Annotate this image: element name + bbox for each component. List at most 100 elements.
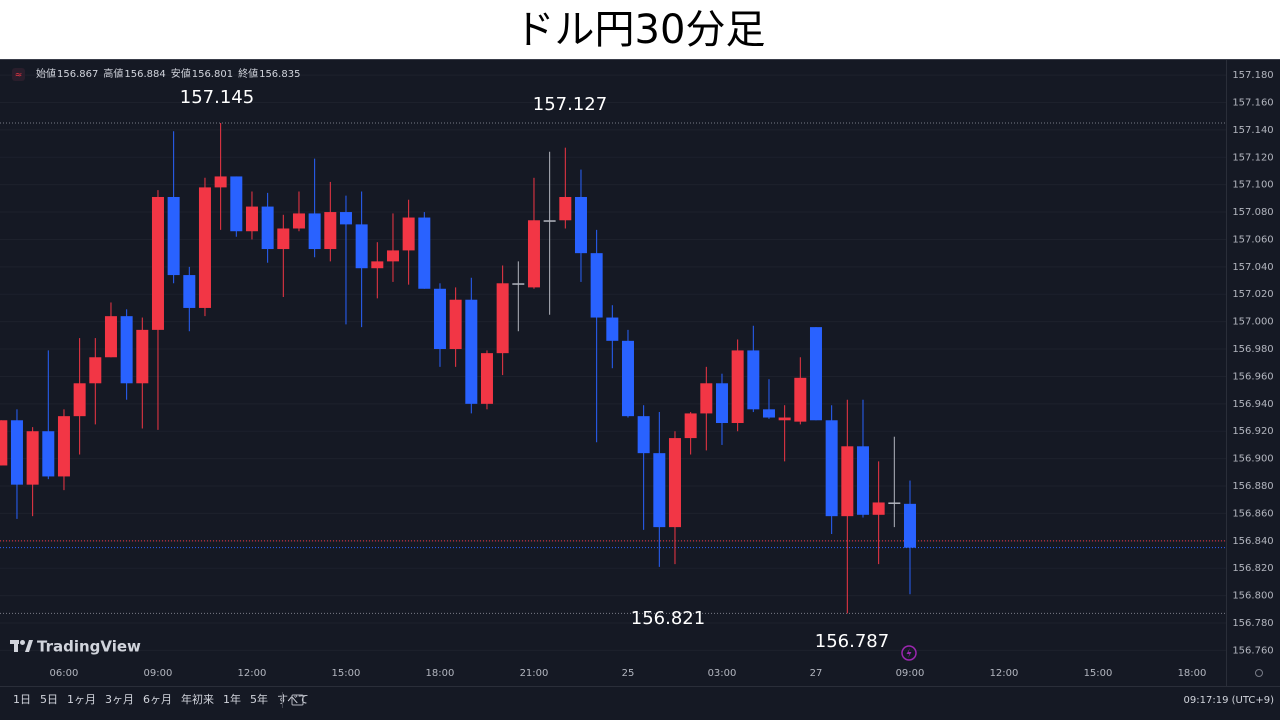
candle-body <box>324 212 337 250</box>
period-button[interactable]: 年初来 <box>181 692 214 706</box>
legend-label: 始値 <box>36 67 56 80</box>
candle-body <box>903 503 916 548</box>
legend-label: 終値 <box>238 67 258 80</box>
y-tick-label: 157.040 <box>1232 262 1273 273</box>
event-icon-bolt <box>906 648 912 658</box>
y-tick-label: 156.820 <box>1232 563 1273 574</box>
x-tick-label: 03:00 <box>708 668 737 679</box>
y-tick-label: 156.940 <box>1232 399 1273 410</box>
high-annotation: 157.127 <box>533 94 607 115</box>
period-button[interactable]: 1年 <box>223 692 241 706</box>
candles <box>0 123 916 614</box>
period-button[interactable]: 5日 <box>40 693 58 706</box>
legend-label: 安値 <box>171 67 191 80</box>
candle-body <box>104 316 117 358</box>
candle-body <box>590 253 603 318</box>
clock: 09:17:19 (UTC+9) <box>1184 695 1275 706</box>
x-tick-label: 18:00 <box>426 668 455 679</box>
candle-body <box>559 196 572 221</box>
legend-value: 156.835 <box>259 69 300 80</box>
y-tick-label: 156.780 <box>1232 618 1273 629</box>
y-tick-label: 157.060 <box>1232 234 1273 245</box>
candle-body <box>42 431 55 477</box>
candle-body <box>778 417 791 421</box>
candle-body <box>151 196 164 330</box>
y-tick-label: 157.020 <box>1232 289 1273 300</box>
low-annotation: 156.821 <box>631 608 705 629</box>
period-button[interactable]: 1ヶ月 <box>67 693 96 706</box>
y-tick-label: 156.920 <box>1232 426 1273 437</box>
symbol-icon-glyph: ≈ <box>15 71 23 81</box>
candle-body <box>230 176 243 232</box>
candle-body <box>480 353 493 404</box>
candle-body <box>89 357 102 384</box>
candle-body <box>449 299 462 350</box>
x-tick-label: 27 <box>810 668 823 679</box>
candle-body <box>731 350 744 424</box>
date-range-icon[interactable] <box>291 694 304 706</box>
candle-body <box>747 350 760 410</box>
candle-body <box>606 317 619 341</box>
candle-body <box>684 413 697 439</box>
candle-body <box>0 420 8 466</box>
y-tick-label: 156.900 <box>1232 454 1273 465</box>
period-button[interactable]: すべて <box>277 693 309 706</box>
y-tick-label: 156.880 <box>1232 481 1273 492</box>
x-tick-label: 09:00 <box>896 668 925 679</box>
candle-body <box>496 283 509 354</box>
candle-body <box>762 409 775 418</box>
y-tick-label: 157.120 <box>1232 152 1273 163</box>
x-tick-label: 12:00 <box>990 668 1019 679</box>
price-lines <box>0 122 1226 614</box>
x-tick-label: 21:00 <box>520 668 549 679</box>
candle-body <box>809 327 822 421</box>
y-tick-label: 157.000 <box>1232 317 1273 328</box>
candle-body <box>465 299 478 404</box>
candle-body <box>543 220 556 222</box>
period-button[interactable]: 6ヶ月 <box>143 693 172 706</box>
x-tick-label: 15:00 <box>332 668 361 679</box>
candle-body <box>136 329 149 384</box>
y-tick-label: 156.860 <box>1232 508 1273 519</box>
watermark: TradingView <box>37 638 141 656</box>
chart-background <box>0 59 1280 720</box>
low-annotation: 156.787 <box>815 631 889 652</box>
candle-body <box>872 502 885 515</box>
period-button[interactable]: 3ヶ月 <box>105 693 134 706</box>
event-icon[interactable] <box>901 645 917 661</box>
candle-body <box>794 377 807 422</box>
settings-icon[interactable] <box>1255 669 1263 677</box>
period-button[interactable]: 1日 <box>13 693 31 706</box>
y-tick-label: 157.080 <box>1232 207 1273 218</box>
period-button[interactable]: 5年 <box>250 692 268 706</box>
candle-body <box>386 250 399 262</box>
candle-body <box>245 206 258 232</box>
x-tick-label: 15:00 <box>1084 668 1113 679</box>
y-tick-label: 157.180 <box>1232 70 1273 81</box>
candle-body <box>308 213 321 250</box>
candle-body <box>10 420 23 485</box>
symbol-icon[interactable] <box>12 68 25 81</box>
x-tick-label: 09:00 <box>144 668 173 679</box>
candle-body <box>512 283 525 285</box>
candle-body <box>339 212 352 225</box>
x-tick-label: 25 <box>622 668 635 679</box>
candle-body <box>574 196 587 254</box>
candle-body <box>825 420 838 517</box>
candle-body <box>183 275 196 308</box>
chart-title: ドル円30分足 <box>515 7 766 53</box>
candle-body <box>26 431 39 485</box>
legend-value: 156.801 <box>192 69 233 80</box>
candle-body <box>841 446 854 517</box>
candle-body <box>668 438 681 528</box>
x-tick-label: 18:00 <box>1178 668 1207 679</box>
candle-body <box>292 213 305 229</box>
y-tick-label: 157.160 <box>1232 97 1273 108</box>
legend-value: 156.867 <box>57 69 98 80</box>
watermark-logo <box>10 640 33 652</box>
header <box>0 0 1280 59</box>
y-tick-label: 156.980 <box>1232 344 1273 355</box>
candle-body <box>433 288 446 350</box>
